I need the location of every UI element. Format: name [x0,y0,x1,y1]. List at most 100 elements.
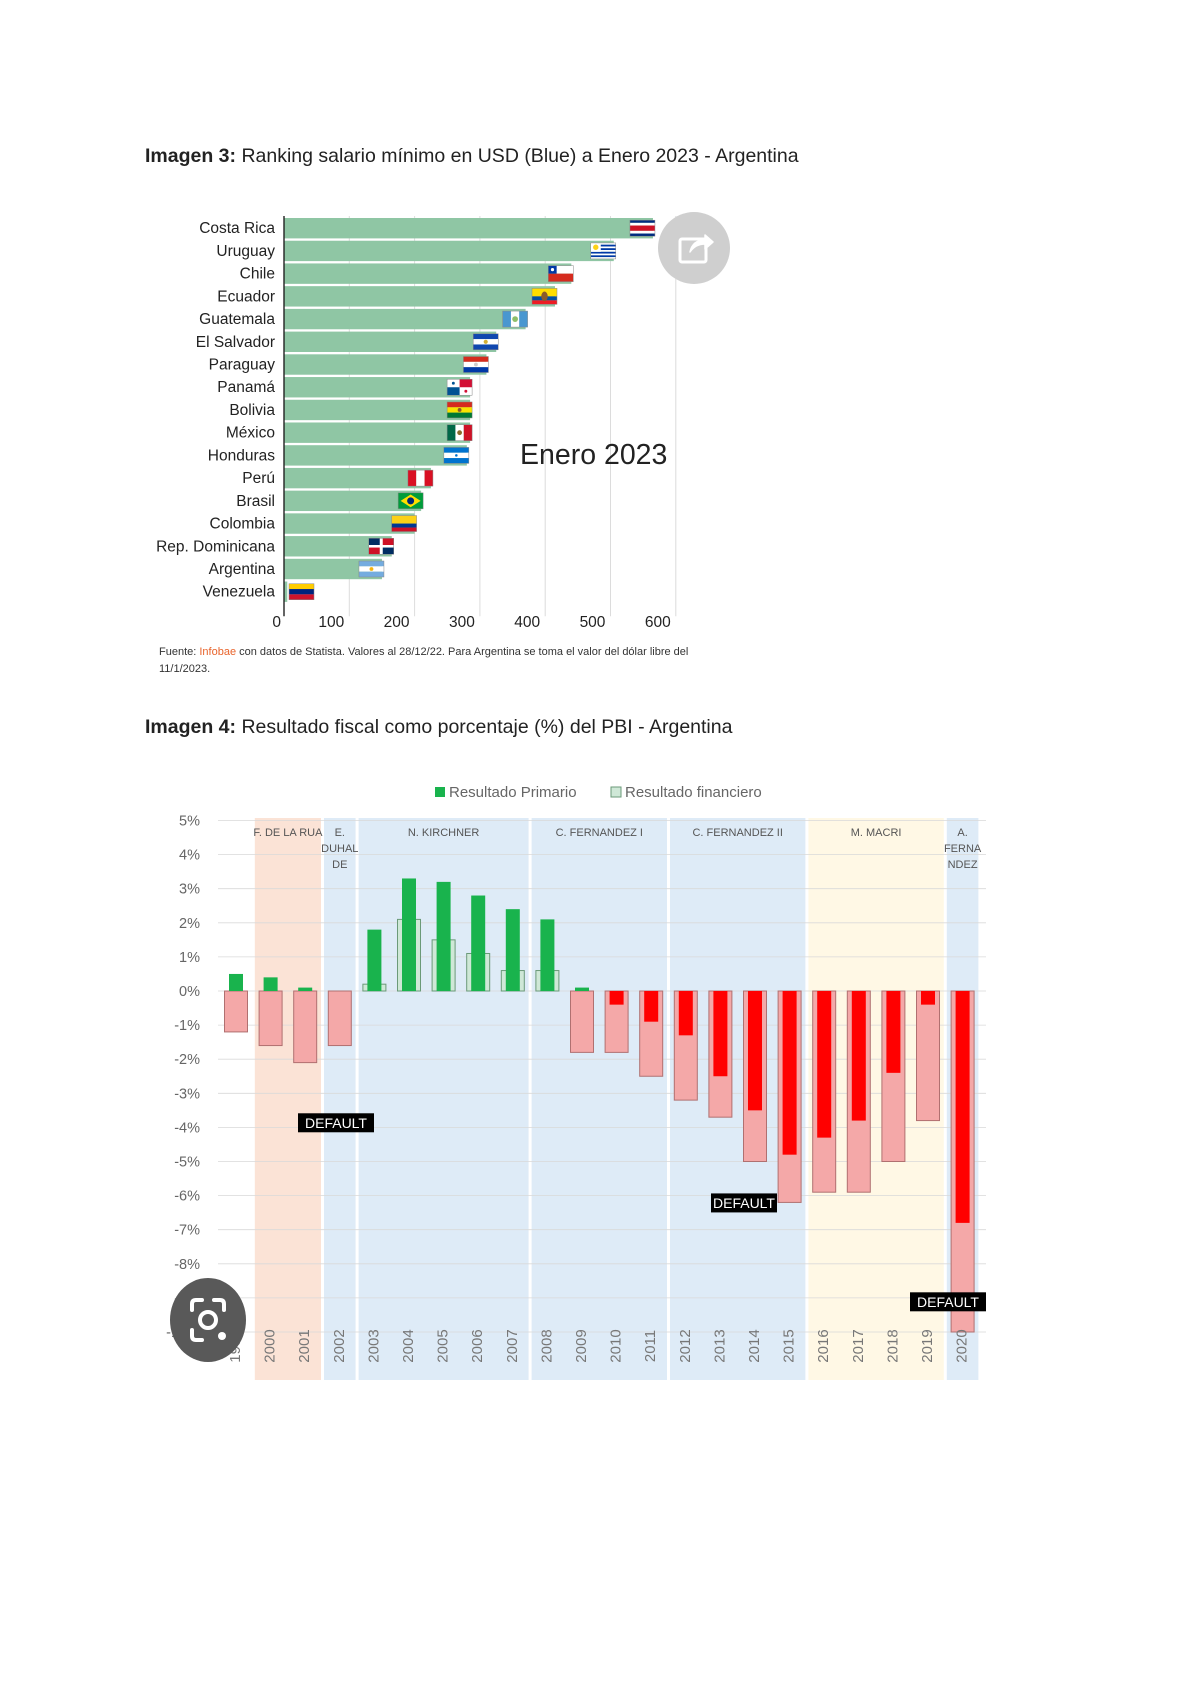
lens-button[interactable] [170,1278,246,1362]
category-label: Honduras [208,447,275,464]
paraguay-flag [463,356,489,373]
x-tick-label: 2011 [642,1330,659,1362]
primary-bar-1999 [229,973,243,991]
period-label: C. FERNANDEZ I [556,827,643,839]
y-tick-label: -2% [174,1052,200,1068]
period-label: E. [335,827,345,839]
primary-bar-2015 [782,991,797,1155]
x-tick-label: 2009 [573,1329,590,1362]
legend: Resultado Primario Resultado financiero [435,784,762,801]
financial-bar-2019 [916,990,940,1122]
x-tick-label: 2020 [954,1329,971,1362]
brazil-flag [397,492,424,510]
primary-bar-2018 [886,991,901,1073]
panama-flag [446,378,473,396]
source-link[interactable]: Infobae [199,646,237,658]
bar-honduras [284,445,467,466]
bar-argentina [284,558,382,580]
argentina-flag [358,560,385,578]
legend-label: Resultado financiero [625,784,762,801]
x-tick-label: 2018 [884,1329,901,1362]
costa-rica-flag [629,219,656,237]
x-tick-label: 2019 [919,1329,936,1362]
guatemala-flag [502,310,528,328]
default-annotation: DEFAULT [711,1193,777,1213]
x-tick-label: 2007 [504,1329,521,1362]
period-label: A. [957,827,967,839]
x-tick-label: 500 [580,614,606,631]
ecuador-flag [531,288,558,305]
image4-heading: Imagen 4: Resultado fiscal como porcenta… [145,716,732,739]
bolivia-flag [446,401,473,419]
x-tick-label: 2000 [262,1329,279,1362]
el-salvador-flag [472,333,499,351]
period-band [531,818,667,1380]
mexico-flag [446,424,473,441]
primary-bar-2019 [921,991,935,1005]
bar-brasil [284,490,422,512]
x-tick-label: 2001 [296,1329,313,1362]
period-label: F. DE LA RUA [253,827,323,839]
x-tick-label: 600 [645,614,671,631]
category-label: Rep. Dominicana [156,538,275,555]
peru-flag [407,469,434,487]
x-tick-label: 2005 [435,1329,452,1362]
category-label: Panamá [217,379,275,396]
x-tick-label: 2014 [746,1329,763,1362]
primary-bar-2008 [540,919,555,991]
financial-bar-1999 [224,990,248,1033]
y-tick-label: 4% [179,848,200,864]
x-tick-label: 2004 [400,1329,417,1362]
bar-rep-dominicana [284,536,392,557]
category-label: Venezuela [203,584,276,601]
period-label: FERNA [944,843,982,855]
bar-bolivia [284,399,471,421]
primary-bar-2016 [817,991,832,1138]
primary-bar-2001 [298,987,313,991]
default-label-box [298,1113,374,1133]
category-label: Ecuador [217,288,275,305]
primary-bar-2011 [644,991,659,1022]
colombia-flag [391,515,417,532]
category-label: Colombia [210,516,276,533]
category-label: Argentina [209,561,276,578]
bar-mexico [284,422,471,443]
image3-heading-prefix: Imagen 3: [145,145,237,167]
image3-heading: Imagen 3: Ranking salario mínimo en USD … [145,145,799,168]
primary-bar-2000 [263,977,278,991]
category-label: México [226,425,275,442]
bars [284,218,653,602]
default-label: DEFAULT [305,1115,367,1131]
image4-heading-text: Resultado fiscal como porcentaje (%) del… [236,716,733,738]
bar-peru [284,467,431,489]
bar-uruguay [284,240,614,262]
primary-bar-2017 [851,991,866,1121]
primary-bar-2014 [748,991,762,1111]
category-label: El Salvador [196,334,275,351]
default-annotation: DEFAULT [298,1113,374,1133]
x-tick-label: 2016 [815,1329,832,1362]
default-label-box [910,1292,986,1312]
y-tick-label: -5% [174,1155,200,1171]
legend-swatch-financial [610,786,622,798]
default-annotation: DEFAULT [910,1292,986,1312]
primary-bar-2003 [367,929,382,991]
default-label: DEFAULT [917,1294,979,1310]
x-tick-label: 0 [272,614,281,631]
chile-flag [548,265,574,282]
x-tick-label: 2003 [365,1329,382,1362]
primary-bar-2004 [402,878,416,991]
uruguay-flag [590,242,617,260]
share-button[interactable] [658,212,730,284]
period-label: NDEZ [948,859,978,871]
y-tick-label: 1% [179,950,200,966]
y-tick-label: 0% [179,984,200,1000]
default-label: DEFAULT [713,1195,775,1211]
category-label: Bolivia [229,402,275,419]
financial-bar-2009 [570,990,594,1053]
image3-heading-text: Ranking salario mínimo en USD (Blue) a E… [236,145,799,167]
source-text: con datos de Statista. Valores al 28/12/… [159,646,689,675]
dominican-republic-flag [368,538,394,555]
category-label: Brasil [236,493,275,510]
